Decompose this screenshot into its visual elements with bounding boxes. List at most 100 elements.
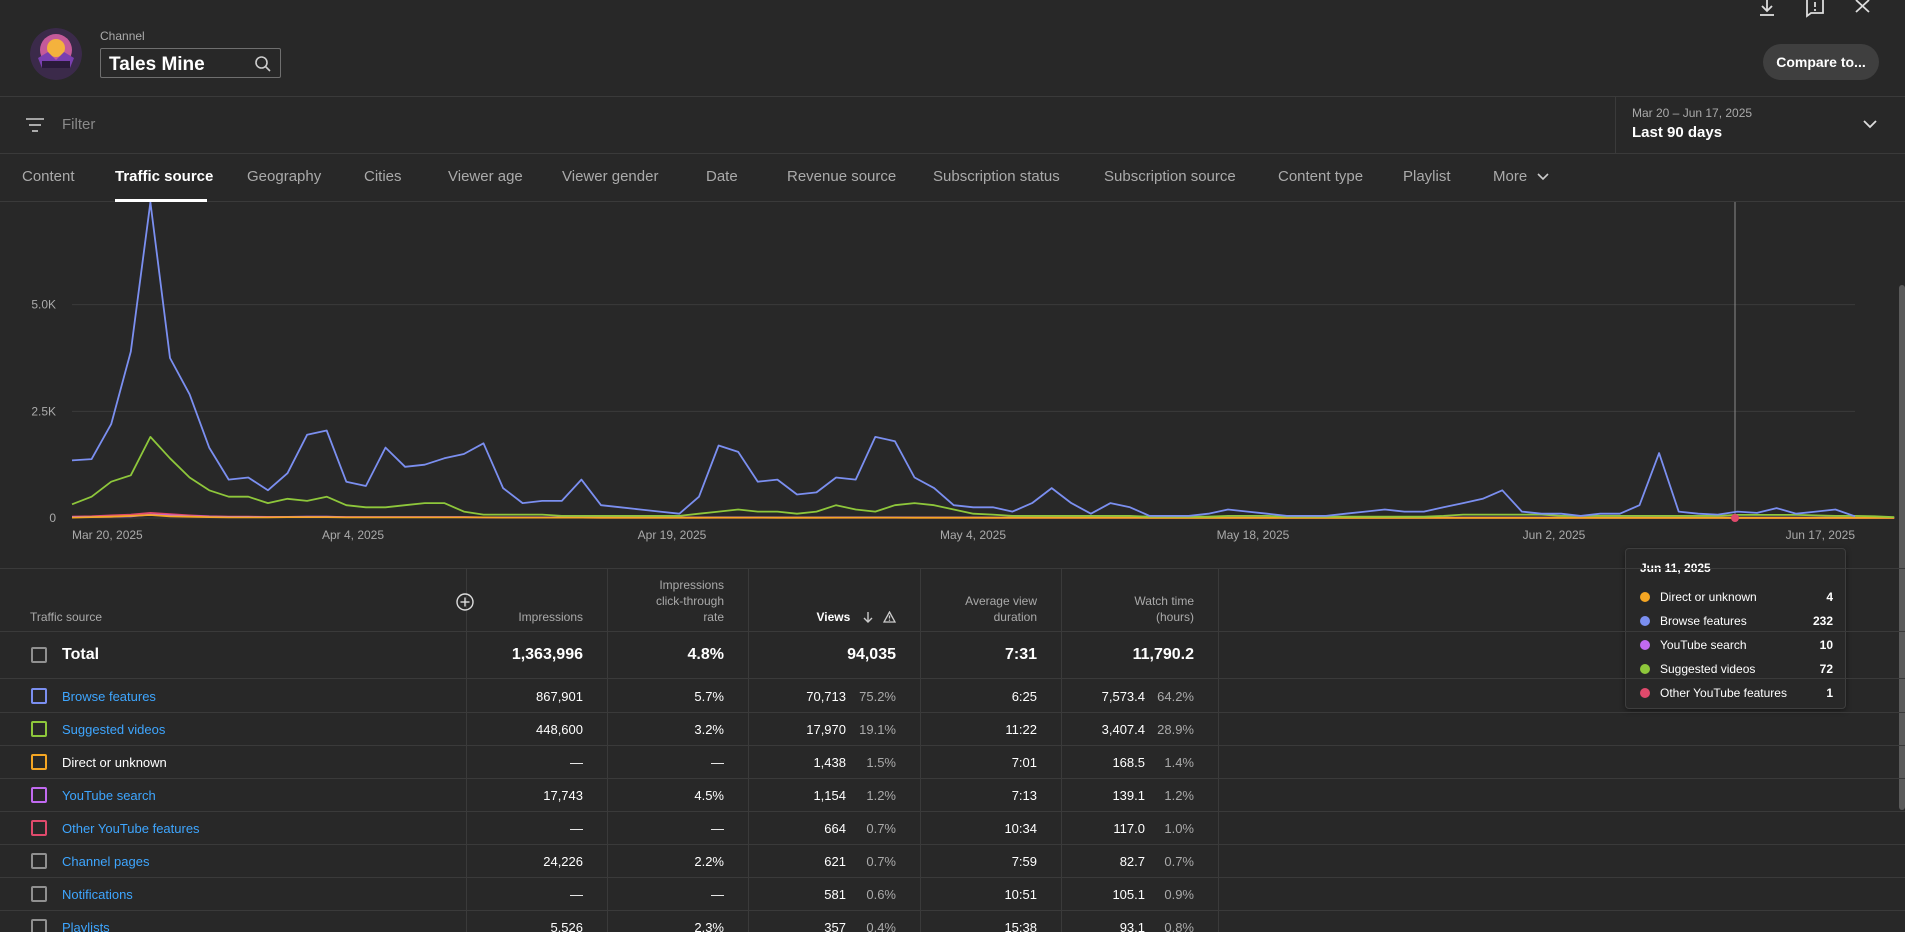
search-icon[interactable] [254, 55, 272, 73]
total-impressions: 1,363,996 [511, 646, 583, 663]
channel-avatar [30, 28, 82, 80]
x-tick-label: Apr 19, 2025 [638, 528, 707, 542]
total-watch-time: 11,790.2 [1132, 646, 1194, 663]
watch-time-value: 117.0 [1113, 821, 1145, 836]
download-icon[interactable] [1755, 0, 1779, 18]
traffic-source-name[interactable]: Suggested videos [62, 722, 166, 737]
sort-down-icon [863, 612, 873, 623]
views-value: 70,713 [806, 689, 846, 704]
header-ctr-line3: rate [703, 610, 724, 624]
warning-icon[interactable] [882, 610, 897, 623]
x-tick-label: Mar 20, 2025 [72, 528, 143, 542]
ctr-value: — [711, 887, 724, 902]
channel-selector[interactable]: Tales Mine [100, 48, 281, 78]
traffic-source-name[interactable]: Browse features [62, 689, 156, 704]
x-tick-label: May 18, 2025 [1217, 528, 1290, 542]
row-checkbox[interactable] [31, 787, 47, 803]
tab-cities[interactable]: Cities [364, 168, 402, 185]
tab-viewer-age[interactable]: Viewer age [448, 168, 523, 185]
table-row: Browse features 867,901 5.7% 70,713 75.2% 6:2… [0, 680, 1905, 713]
page-scrollbar[interactable] [1899, 285, 1905, 810]
ctr-value: 3.2% [694, 722, 724, 737]
traffic-chart: 0 2.5K 5.0K 7.5K Mar 20, 2025 Apr 4, 2025 Apr … [0, 202, 1905, 709]
tooltip-item-name: Suggested videos [1660, 662, 1756, 676]
avg-duration-value: 7:59 [1011, 854, 1037, 869]
tooltip-item-value: 232 [1812, 614, 1833, 628]
y-tick-label: 7.5K [31, 202, 56, 205]
tab-traffic-source[interactable]: Traffic source [115, 168, 214, 185]
header-traffic-source[interactable]: Traffic source [30, 610, 103, 624]
views-value: 357 [824, 920, 846, 932]
tab-date[interactable]: Date [706, 168, 738, 185]
header-views-label: Views [816, 610, 851, 624]
row-checkbox[interactable] [31, 688, 47, 704]
legend-dot [1640, 592, 1650, 602]
row-checkbox[interactable] [31, 820, 47, 836]
row-checkbox[interactable] [31, 919, 47, 932]
traffic-source-name[interactable]: Playlists [62, 920, 110, 932]
header-watch-time[interactable]: Watch time (hours) [1061, 593, 1194, 625]
impressions-value: 448,600 [536, 722, 583, 737]
watch-time-percent: 64.2% [1157, 689, 1194, 704]
views-percent: 0.6% [866, 887, 896, 902]
chart-svg: 0 2.5K 5.0K 7.5K Mar 20, 2025 Apr 4, 2025 Apr … [31, 202, 1895, 542]
chevron-down-icon [1537, 173, 1549, 181]
tab-content[interactable]: Content [22, 168, 75, 185]
row-checkbox[interactable] [31, 647, 47, 663]
filter-input[interactable]: Filter [62, 116, 96, 133]
window-controls [1755, 0, 1875, 18]
tab-subscription-source[interactable]: Subscription source [1104, 168, 1236, 185]
views-value: 17,970 [806, 722, 846, 737]
watch-time-percent: 1.0% [1164, 821, 1194, 836]
header-ctr[interactable]: Impressions click-through rate [624, 577, 724, 625]
table-row: Channel pages 24,226 2.2% 621 0.7% 7:59 82.7 0.… [0, 845, 1905, 878]
legend-dot [1640, 664, 1650, 674]
table-row: Notifications — — 581 0.6% 10:51 105.1 0.9% [0, 878, 1905, 911]
filter-icon[interactable] [25, 117, 45, 133]
column-divider [466, 569, 467, 932]
chart-tooltip: Jun 11, 2025 Direct or unknown 4 Browse … [1625, 548, 1846, 709]
tab-viewer-gender[interactable]: Viewer gender [562, 168, 659, 185]
compare-button[interactable]: Compare to... [1763, 44, 1879, 80]
traffic-source-name[interactable]: Notifications [62, 887, 133, 902]
traffic-source-name[interactable]: Channel pages [62, 854, 150, 869]
tooltip-item-value: 1 [1826, 686, 1833, 700]
header-impressions[interactable]: Impressions [518, 610, 583, 624]
tab-playlist[interactable]: Playlist [1403, 168, 1451, 185]
avg-duration-value: 7:01 [1011, 755, 1037, 770]
chevron-down-icon[interactable] [1863, 119, 1877, 129]
date-range-picker[interactable]: Mar 20 – Jun 17, 2025 Last 90 days [1615, 97, 1905, 154]
tab-revenue-source[interactable]: Revenue source [787, 168, 897, 185]
header-avg-view-duration[interactable]: Average view duration [920, 593, 1037, 625]
traffic-source-name[interactable]: Other YouTube features [62, 821, 200, 836]
watch-time-value: 139.1 [1112, 788, 1145, 803]
tooltip-item: Browse features 232 [1640, 613, 1833, 629]
row-checkbox[interactable] [31, 754, 47, 770]
tab-geography[interactable]: Geography [247, 168, 322, 185]
series-line-suggested-videos [71, 435, 1895, 518]
header: Channel Tales Mine Compa [0, 0, 1905, 97]
feedback-icon[interactable] [1803, 0, 1827, 18]
traffic-source-name[interactable]: YouTube search [62, 788, 156, 803]
close-icon[interactable] [1851, 0, 1875, 18]
legend-dot [1640, 688, 1650, 698]
total-avg-duration: 7:31 [1004, 646, 1037, 663]
row-checkbox[interactable] [31, 721, 47, 737]
tab-more[interactable]: More [1493, 168, 1549, 185]
row-checkbox[interactable] [31, 853, 47, 869]
watch-time-value: 93.1 [1119, 920, 1145, 932]
header-views[interactable]: Views [780, 609, 897, 625]
tab-content-type[interactable]: Content type [1278, 168, 1364, 185]
watch-time-percent: 0.9% [1164, 887, 1194, 902]
add-column-icon[interactable] [456, 593, 474, 611]
row-checkbox[interactable] [31, 886, 47, 902]
x-tick-label: Jun 17, 2025 [1786, 528, 1856, 542]
watch-time-percent: 1.4% [1164, 755, 1194, 770]
watch-time-percent: 0.7% [1164, 854, 1194, 869]
header-avd-line2: duration [993, 610, 1037, 624]
views-value: 1,438 [813, 755, 846, 770]
tooltip-item-value: 4 [1826, 590, 1833, 604]
header-wt-line1: Watch time [1134, 594, 1194, 608]
dimension-tabs: Content Traffic source Geography Cities … [0, 154, 1905, 202]
tab-subscription-status[interactable]: Subscription status [933, 168, 1060, 185]
